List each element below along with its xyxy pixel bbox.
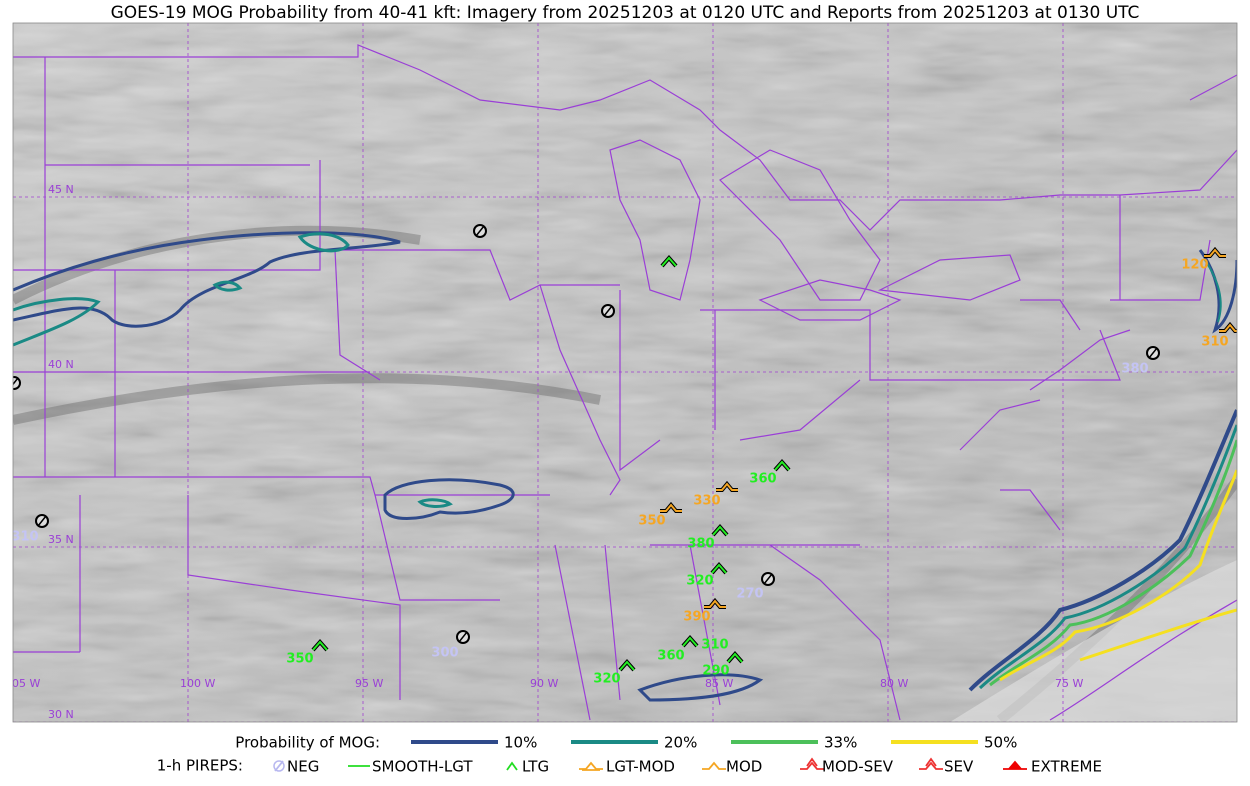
neg-icon bbox=[37, 515, 47, 527]
neg-icon bbox=[13, 377, 19, 386]
state-borders bbox=[13, 44, 1237, 721]
neg-icon bbox=[763, 573, 773, 585]
ltg-icon bbox=[682, 636, 698, 647]
report-altitude: 360 bbox=[657, 649, 684, 664]
mog-contours bbox=[13, 231, 1237, 702]
report-altitude: 320 bbox=[593, 672, 620, 687]
report-altitude: 310 bbox=[11, 530, 38, 545]
ltg-icon bbox=[711, 563, 727, 574]
legend-title: 1-h PIREPS: bbox=[157, 757, 243, 775]
legend-label: LTG bbox=[522, 758, 549, 776]
lon-label: 95 W bbox=[355, 677, 383, 690]
lon-label: 100 W bbox=[180, 677, 215, 690]
report-altitude: 350 bbox=[286, 652, 313, 667]
legend-title: Probability of MOG: bbox=[235, 734, 380, 752]
legend-label: NEG bbox=[287, 758, 319, 776]
lat-label: 45 N bbox=[48, 183, 74, 196]
lat-label: 40 N bbox=[48, 358, 74, 371]
report-altitude: 270 bbox=[736, 587, 763, 602]
ltg-icon bbox=[661, 256, 677, 267]
grid-labels: 45 N 40 N 35 N 30 N 105 W 100 W 95 W 90 W 85 W 80… bbox=[5, 183, 1083, 721]
ltg-icon bbox=[312, 640, 328, 651]
legend-label: LGT-MOD bbox=[606, 758, 675, 776]
report-altitude: 320 bbox=[686, 574, 713, 589]
ltg-icon bbox=[619, 660, 635, 671]
legend-label: MOD bbox=[726, 758, 762, 776]
report-altitude: 120 bbox=[1181, 258, 1208, 273]
report-altitude: 300 bbox=[431, 646, 458, 661]
lon-label: 75 W bbox=[1055, 677, 1083, 690]
neg-icon bbox=[13, 376, 21, 390]
report-altitude: 310 bbox=[701, 638, 728, 653]
legend-label: MOD-SEV bbox=[822, 758, 894, 776]
neg-icon bbox=[1148, 347, 1158, 359]
report-altitude: 290 bbox=[702, 664, 729, 679]
pirep-labels: 360 330 350 380 320 270 390 310 360 290 320 350 300 3… bbox=[11, 258, 1229, 687]
map-frame bbox=[12, 22, 1238, 723]
ltg-icon bbox=[712, 525, 728, 536]
legend-label: 20% bbox=[664, 734, 697, 752]
lat-label: 30 N bbox=[48, 708, 74, 721]
lat-label: 35 N bbox=[48, 533, 74, 546]
legend-icon bbox=[800, 757, 824, 770]
report-altitude: 380 bbox=[1121, 362, 1148, 377]
legend-label: 10% bbox=[504, 734, 537, 752]
lon-label: 105 W bbox=[5, 677, 40, 690]
legend-label: 50% bbox=[984, 734, 1017, 752]
report-altitude: 310 bbox=[1201, 335, 1228, 350]
map: 45 N 40 N 35 N 30 N 105 W 100 W 95 W 90 W 85 W 80… bbox=[5, 23, 1237, 722]
report-altitude: 350 bbox=[638, 514, 665, 529]
legend-label: 33% bbox=[824, 734, 857, 752]
legend-icon bbox=[274, 760, 284, 772]
lon-label: 85 W bbox=[705, 677, 733, 690]
lon-label: 90 W bbox=[530, 677, 558, 690]
ltg-icon bbox=[774, 460, 790, 471]
mod-icon bbox=[1204, 248, 1226, 257]
legend-icon bbox=[579, 761, 603, 771]
legend-icon bbox=[273, 760, 285, 772]
report-altitude: 380 bbox=[687, 537, 714, 552]
mod-icon bbox=[716, 482, 738, 491]
legend-label: EXTREME bbox=[1031, 758, 1102, 776]
legend-label: SMOOTH-LGT bbox=[372, 758, 473, 776]
legend-icon bbox=[506, 761, 518, 771]
report-altitude: 360 bbox=[749, 472, 776, 487]
lon-label: 80 W bbox=[880, 677, 908, 690]
legend-icon bbox=[702, 761, 726, 770]
mod-icon bbox=[660, 503, 682, 512]
ltg-icon bbox=[727, 652, 743, 663]
mod-icon bbox=[704, 599, 726, 608]
legend-label: SEV bbox=[944, 758, 974, 776]
report-altitude: 390 bbox=[683, 610, 710, 625]
pirep-icons bbox=[13, 224, 1237, 672]
title: GOES-19 MOG Probability from 40-41 kft: … bbox=[111, 3, 1140, 23]
neg-icon bbox=[603, 305, 613, 317]
neg-icon bbox=[475, 225, 485, 237]
report-altitude: 330 bbox=[693, 494, 720, 509]
mod-icon bbox=[1219, 323, 1237, 332]
bright-cloud bbox=[950, 560, 1237, 722]
neg-icon bbox=[458, 631, 468, 643]
legend-icon bbox=[919, 757, 943, 770]
legend-icon bbox=[1003, 760, 1027, 770]
legend: Probability of MOG: 10% 20% 33% 50% 1-h PIREP… bbox=[157, 734, 1102, 776]
